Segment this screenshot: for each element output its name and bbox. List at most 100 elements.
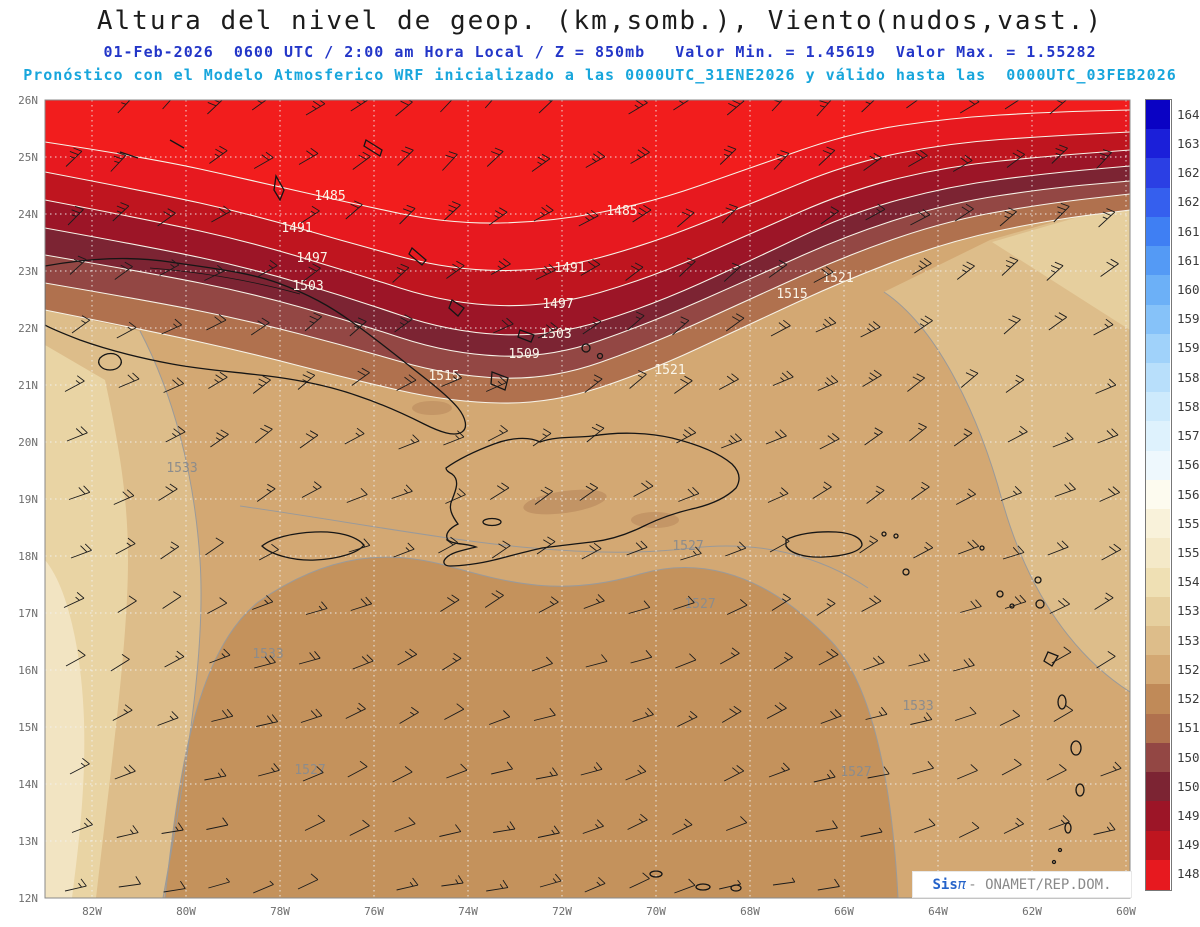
contour-line-1485: [45, 109, 1130, 224]
lon-tick-label: 60W: [1116, 905, 1136, 918]
wind-barb: [958, 539, 980, 555]
wind-barb: [394, 314, 413, 333]
colorbar-label: 1545: [1177, 574, 1200, 590]
wind-barb: [865, 203, 886, 221]
wind-barb: [1093, 822, 1116, 835]
contour-line-1503: [45, 165, 1130, 336]
contour-label: 1515: [428, 369, 459, 384]
wind-barb: [864, 427, 883, 446]
antigua: [1035, 599, 1045, 609]
colorbar-label: 1599: [1177, 311, 1200, 327]
wind-barb: [297, 873, 319, 890]
colorbar-cell: [1146, 772, 1170, 802]
wind-barb: [625, 765, 647, 781]
wind-barb: [914, 818, 936, 833]
colorbar-cell: [1146, 479, 1170, 510]
wind-barb: [69, 757, 90, 775]
wind-barb: [1051, 144, 1068, 164]
wind-barb: [768, 259, 788, 278]
wind-barb: [302, 263, 321, 282]
colorbar-cell: [1146, 421, 1170, 452]
wind-barb: [484, 100, 493, 109]
wind-barb: [817, 878, 840, 891]
wind-barb: [533, 204, 554, 222]
wind-barb: [112, 202, 130, 222]
wind-barb: [399, 204, 416, 225]
wind-barb: [533, 707, 556, 721]
wind-barb: [493, 317, 514, 334]
lon-tick-label: 68W: [740, 905, 760, 918]
wind-barb: [773, 652, 793, 670]
contour-line-1515: [45, 193, 1130, 379]
wind-barb: [1101, 543, 1122, 561]
wind-barb: [538, 596, 559, 613]
colorbar-cell: [1146, 567, 1170, 598]
bahamas-andros: [273, 174, 285, 202]
lat-tick-label: 22N: [18, 322, 38, 335]
lat-tick-label: 23N: [18, 265, 38, 278]
colorbar-cell: [1146, 304, 1170, 335]
colorbar-label: 1503: [1177, 778, 1200, 794]
colorbar-cell: [1146, 450, 1170, 481]
wind-barb: [209, 648, 231, 664]
contour-label: 1521: [654, 363, 685, 378]
wind-barb: [673, 595, 695, 610]
wind-barb: [438, 536, 458, 554]
wind-barb: [1095, 378, 1117, 394]
lat-tick-label: 15N: [18, 721, 38, 734]
wind-barb: [955, 706, 977, 721]
wind-barb: [165, 426, 186, 443]
wind-barb: [718, 373, 739, 390]
curacao: [695, 883, 711, 891]
colorbar-cell: [1146, 100, 1170, 130]
colorbar-cell: [1146, 275, 1170, 306]
wind-barb: [772, 877, 796, 886]
wind-barb: [580, 258, 601, 276]
contour-line-1521: [45, 209, 1130, 404]
wind-barb: [627, 813, 648, 830]
wind-barb: [954, 203, 974, 222]
wind-barb: [914, 315, 933, 334]
wind-barb: [204, 768, 227, 781]
wind-barb: [391, 484, 413, 499]
wind-barb: [1048, 815, 1070, 830]
wind-barb: [721, 203, 739, 224]
wind-barb: [726, 816, 748, 831]
datetime-minmax-line: 01-Feb-2026 0600 UTC / 2:00 am Hora Loca…: [103, 43, 1097, 61]
wind-barb: [629, 370, 647, 389]
wind-barb: [115, 537, 136, 555]
wind-barb: [812, 481, 832, 499]
wind-barb: [71, 817, 93, 833]
wind-barb: [252, 595, 274, 610]
wind-barb: [439, 824, 462, 837]
wind-barb: [863, 152, 882, 171]
wind-barb: [490, 258, 511, 275]
wind-barb: [719, 879, 742, 890]
dominica: [1057, 694, 1067, 710]
contour-label: 1509: [508, 347, 539, 362]
st-lucia: [1075, 783, 1085, 797]
wind-barb: [345, 200, 363, 220]
wind-barb: [250, 317, 270, 336]
virgin-islands-2: [893, 533, 899, 539]
wind-barb: [627, 311, 645, 331]
wind-barb: [118, 876, 141, 888]
wind-barb: [302, 766, 324, 782]
wind-barb: [719, 145, 737, 165]
wind-barb: [253, 880, 274, 894]
wind-barb: [863, 655, 885, 671]
wind-barb: [766, 702, 787, 719]
puerto-rico-coast: [785, 531, 863, 558]
colorbar-label: 1533: [1177, 632, 1200, 648]
wind-barb: [908, 150, 928, 167]
wind-barb: [298, 147, 319, 165]
colorbar-cell: [1146, 509, 1170, 539]
wind-barb: [394, 817, 416, 832]
colorbar-cell: [1146, 158, 1170, 189]
contour-label: 1533: [252, 647, 283, 662]
wind-barb: [349, 317, 367, 337]
tan-shade-regions: [45, 200, 1130, 898]
bahamas-eleuthera: [363, 139, 383, 157]
colorbar-label: 1593: [1177, 340, 1200, 356]
wind-barb: [911, 481, 930, 500]
